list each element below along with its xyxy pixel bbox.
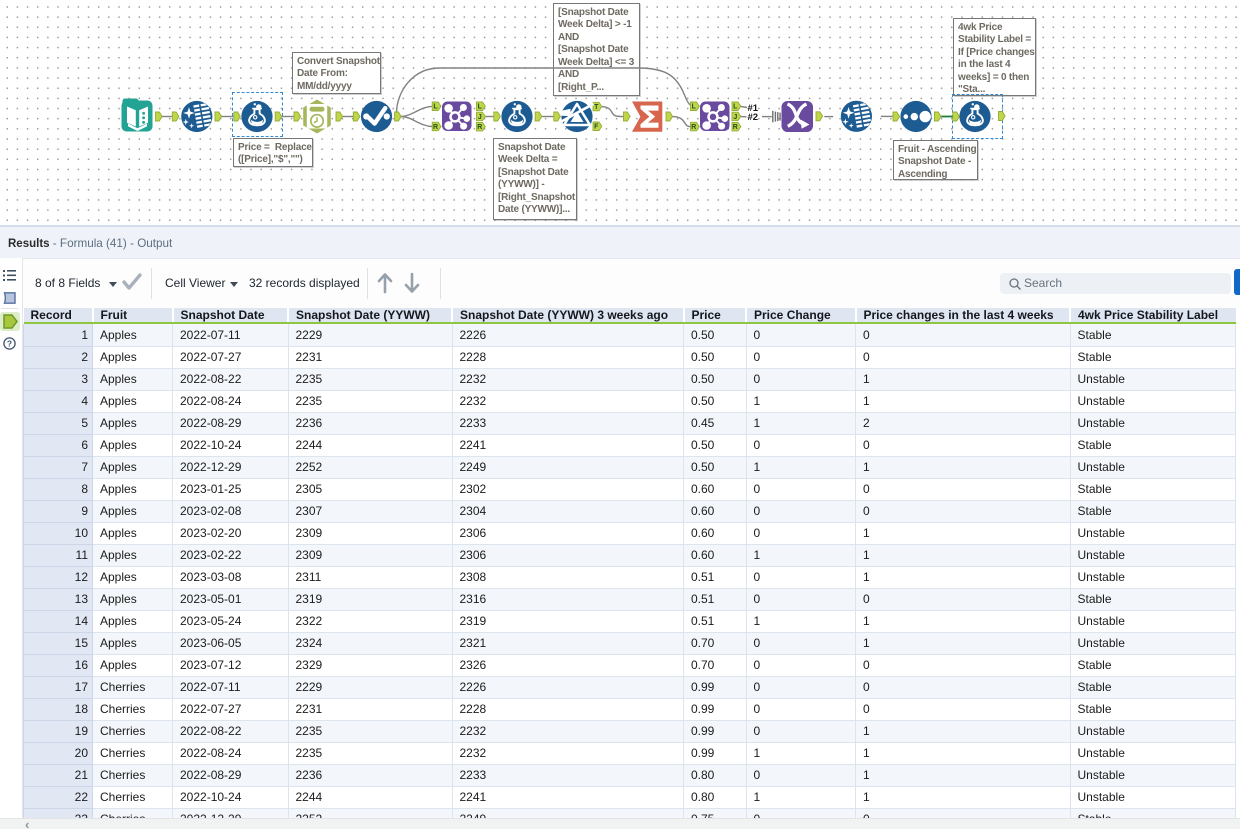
svg-text:R: R [691, 124, 696, 131]
svg-text:#1: #1 [748, 103, 759, 114]
svg-text:J: J [478, 114, 482, 121]
svg-text:L: L [433, 104, 438, 111]
svg-text:L: L [478, 104, 483, 111]
svg-text:R: R [733, 124, 738, 131]
svg-text:L: L [733, 104, 738, 111]
svg-text:F: F [594, 124, 599, 131]
svg-text:#2: #2 [748, 112, 759, 123]
svg-text:L: L [692, 104, 697, 111]
svg-text:?: ? [7, 339, 12, 349]
svg-text:R: R [477, 124, 482, 131]
svg-text:T: T [594, 104, 599, 111]
svg-text:J: J [733, 114, 737, 121]
svg-text:R: R [433, 124, 438, 131]
